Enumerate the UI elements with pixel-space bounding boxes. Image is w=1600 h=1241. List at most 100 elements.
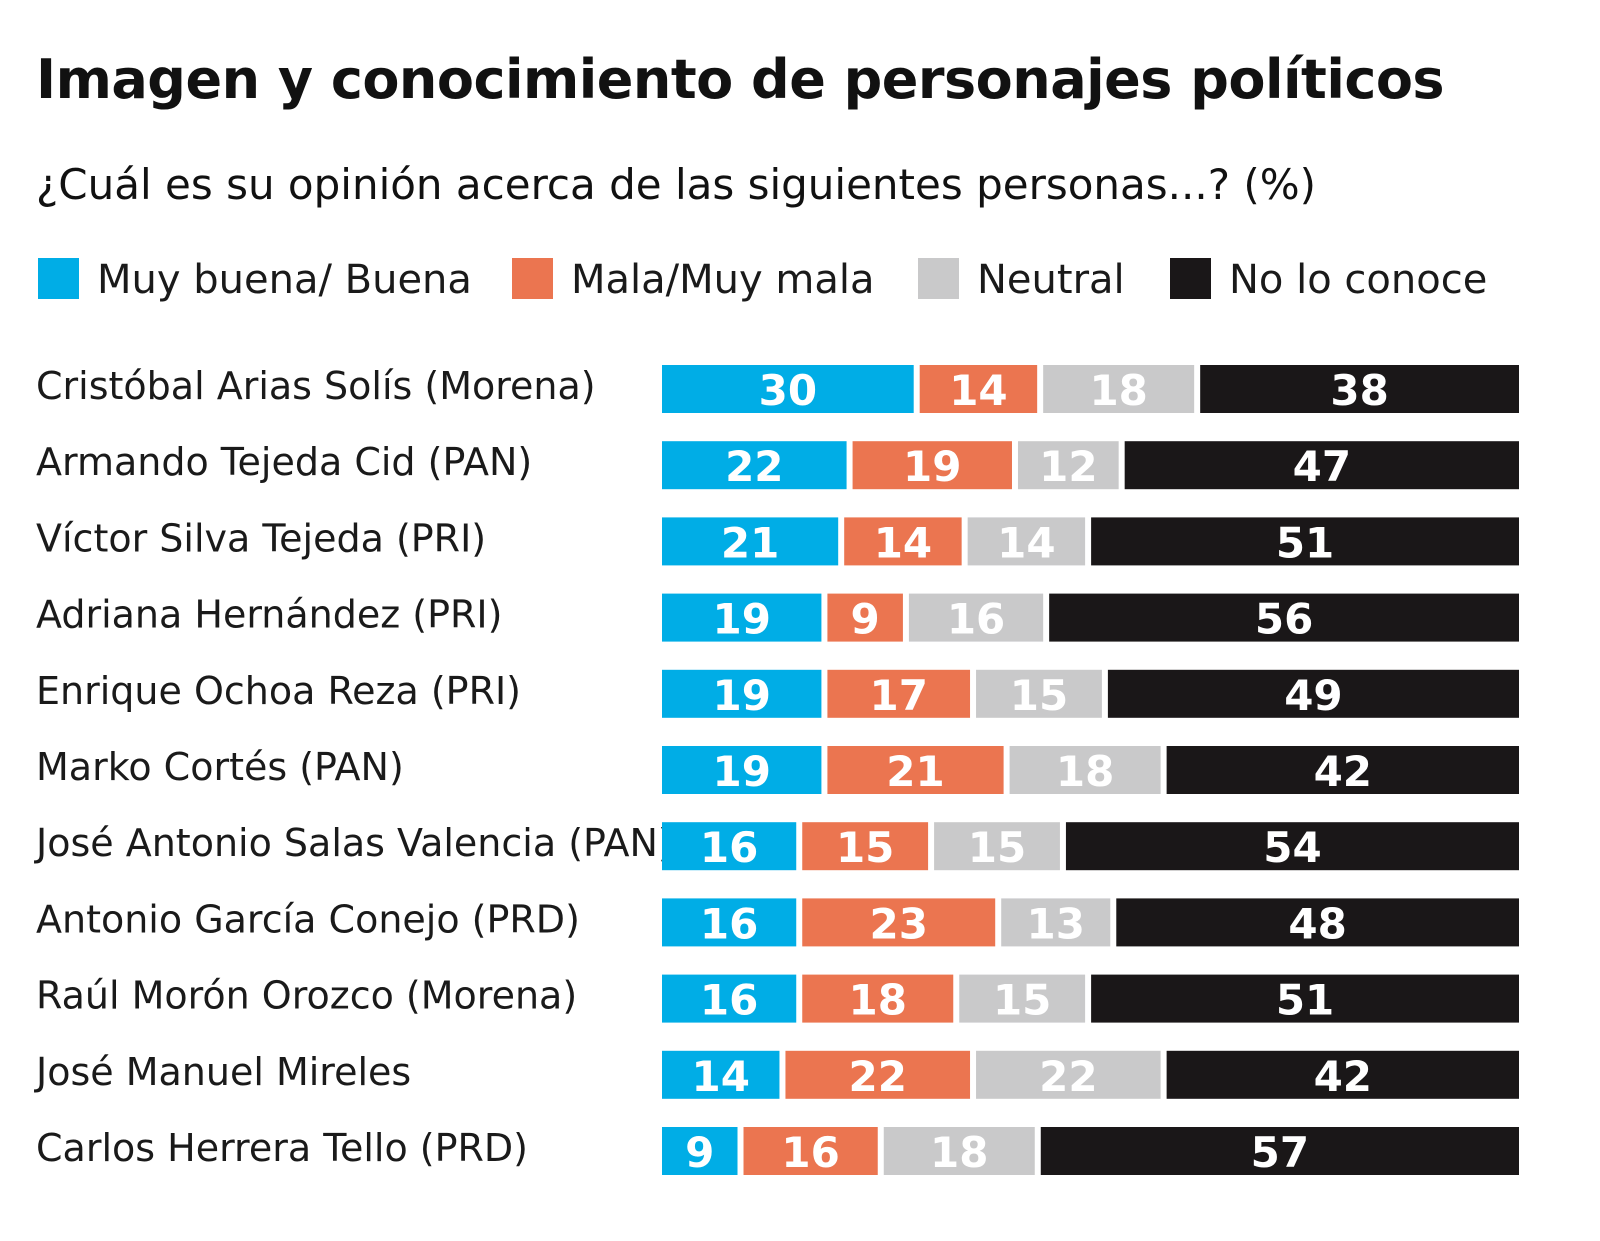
row-jose-manuel-mireles: José Manuel Mireles 14 22 22 42 (34, 1050, 1519, 1101)
bar-segment-neutral (959, 974, 1086, 1023)
bar-value-label: 49 (1284, 671, 1342, 720)
row-label: Carlos Herrera Tello (PRD) (36, 1126, 528, 1170)
row-carlos-herrera-tello-prd: Carlos Herrera Tello (PRD) 9 16 18 57 (36, 1126, 1519, 1177)
bar-segment-neutral (883, 1127, 1035, 1175)
row-label: Marko Cortés (PAN) (36, 745, 404, 789)
row-label: Antonio García Conejo (PRD) (36, 897, 580, 941)
bar-value-label: 19 (712, 595, 770, 644)
bar-value-label: 14 (997, 518, 1055, 567)
bar-value-label: 47 (1293, 442, 1351, 491)
bar-segment-neutral (976, 1050, 1161, 1099)
bar-value-label: 16 (700, 899, 758, 948)
bar-segment-mala-muy-mala (802, 822, 929, 871)
bar-segment-no-lo-conoce (1166, 1050, 1519, 1099)
row-label: Cristóbal Arias Solís (Morena) (36, 364, 596, 408)
bar-value-label: 22 (849, 1052, 907, 1101)
bar-value-label: 18 (1056, 747, 1114, 796)
bar-value-label: 16 (700, 823, 758, 872)
bar-segment-neutral (1017, 441, 1119, 490)
bar-segment-no-lo-conoce (1091, 517, 1519, 566)
row-raul-moron-orozco-morena: Raúl Morón Orozco (Morena) 16 18 15 51 (36, 974, 1519, 1025)
bar-segment-mala-muy-mala (743, 1127, 878, 1175)
bar-value-label: 23 (869, 899, 927, 948)
bar-value-label: 57 (1251, 1128, 1309, 1177)
bar-value-label: 14 (949, 366, 1007, 415)
chart-rows: Cristóbal Arias Solís (Morena) 30 14 18 38 Ar… (34, 364, 1519, 1177)
bar-value-label: 19 (903, 442, 961, 491)
row-label: Armando Tejeda Cid (PAN) (36, 440, 532, 484)
chart-subtitle: ¿Cuál es su opinión acerca de las siguie… (36, 160, 1317, 209)
row-label: Raúl Morón Orozco (Morena) (36, 974, 577, 1018)
bar-value-label: 21 (886, 747, 944, 796)
legend-label-muy-buena-buena: Muy buena/ Buena (97, 257, 472, 303)
bar-value-label: 16 (700, 976, 758, 1025)
bar-segment-mala-muy-mala (827, 669, 971, 718)
bar-segment-no-lo-conoce (1049, 593, 1519, 642)
row-label: José Antonio Salas Valencia (PAN) (34, 821, 673, 865)
bar-value-label: 21 (721, 518, 779, 567)
bar-segment-muy-buena-buena (662, 441, 847, 490)
bar-value-label: 13 (1027, 899, 1085, 948)
bar-value-label: 56 (1255, 595, 1313, 644)
row-jose-antonio-salas-valencia-pan: José Antonio Salas Valencia (PAN) 16 15 15 5… (34, 821, 1519, 872)
bar-value-label: 19 (712, 671, 770, 720)
bar-segment-neutral (1001, 898, 1111, 947)
row-label: José Manuel Mireles (34, 1050, 411, 1094)
bar-value-label: 42 (1314, 747, 1372, 796)
bar-segment-muy-buena-buena (662, 1127, 738, 1175)
bar-segment-neutral (908, 593, 1044, 642)
row-label: Enrique Ochoa Reza (PRI) (36, 669, 521, 713)
bar-value-label: 42 (1314, 1052, 1372, 1101)
bar-value-label: 15 (836, 823, 894, 872)
bar-segment-muy-buena-buena (662, 669, 822, 718)
legend-label-no-lo-conoce: No lo conoce (1229, 257, 1487, 303)
bar-segment-muy-buena-buena (662, 365, 914, 413)
row-armando-tejeda-cid-pan: Armando Tejeda Cid (PAN) 22 19 12 47 (36, 440, 1519, 491)
bar-value-label: 18 (1089, 366, 1147, 415)
bar-segment-no-lo-conoce (1091, 974, 1519, 1023)
bar-segment-muy-buena-buena (662, 1050, 780, 1099)
row-antonio-garcia-conejo-prd: Antonio García Conejo (PRD) 16 23 13 48 (36, 897, 1519, 948)
legend-swatch-no-lo-conoce (1170, 258, 1211, 299)
bar-segment-no-lo-conoce (1166, 746, 1519, 794)
legend-label-neutral: Neutral (977, 257, 1125, 303)
row-cristobal-arias-solis-morena: Cristóbal Arias Solís (Morena) 30 14 18 38 (36, 364, 1519, 415)
bar-segment-no-lo-conoce (1124, 441, 1519, 490)
bar-value-label: 15 (993, 976, 1051, 1025)
bar-segment-mala-muy-mala (785, 1050, 971, 1099)
bar-segment-mala-muy-mala (827, 593, 903, 642)
bar-segment-mala-muy-mala (827, 746, 1004, 794)
row-adriana-hernandez-pri: Adriana Hernández (PRI) 19 9 16 56 (36, 593, 1519, 644)
bar-segment-no-lo-conoce (1107, 669, 1519, 718)
bar-segment-mala-muy-mala (844, 517, 962, 566)
bar-value-label: 48 (1288, 899, 1346, 948)
bar-segment-muy-buena-buena (662, 746, 822, 794)
bar-segment-no-lo-conoce (1116, 898, 1519, 947)
legend-label-mala-muy-mala: Mala/Muy mala (571, 257, 874, 303)
bar-segment-muy-buena-buena (662, 822, 797, 871)
bar-value-label: 9 (685, 1128, 714, 1177)
bar-segment-no-lo-conoce (1065, 822, 1519, 871)
bar-segment-no-lo-conoce (1200, 365, 1519, 413)
bar-value-label: 17 (869, 671, 927, 720)
bar-segment-neutral (1043, 365, 1195, 413)
legend-swatch-muy-buena-buena (38, 258, 79, 299)
bar-segment-no-lo-conoce (1040, 1127, 1519, 1175)
row-marko-cortes-pan: Marko Cortés (PAN) 19 21 18 42 (36, 745, 1519, 796)
bar-segment-neutral (967, 517, 1086, 566)
bar-segment-neutral (1009, 746, 1161, 794)
bar-segment-neutral (934, 822, 1060, 871)
bar-value-label: 18 (849, 976, 907, 1025)
bar-segment-muy-buena-buena (662, 517, 839, 566)
bar-value-label: 54 (1263, 823, 1321, 872)
row-label: Adriana Hernández (PRI) (36, 593, 502, 637)
bar-segment-mala-muy-mala (852, 441, 1012, 490)
bar-segment-mala-muy-mala (919, 365, 1038, 413)
bar-value-label: 15 (1010, 671, 1068, 720)
bar-segment-mala-muy-mala (802, 974, 954, 1023)
bar-value-label: 14 (692, 1052, 750, 1101)
bar-segment-neutral (976, 669, 1102, 718)
bar-value-label: 15 (968, 823, 1026, 872)
row-victor-silva-tejeda-pri: Víctor Silva Tejeda (PRI) 21 14 14 51 (36, 516, 1519, 567)
